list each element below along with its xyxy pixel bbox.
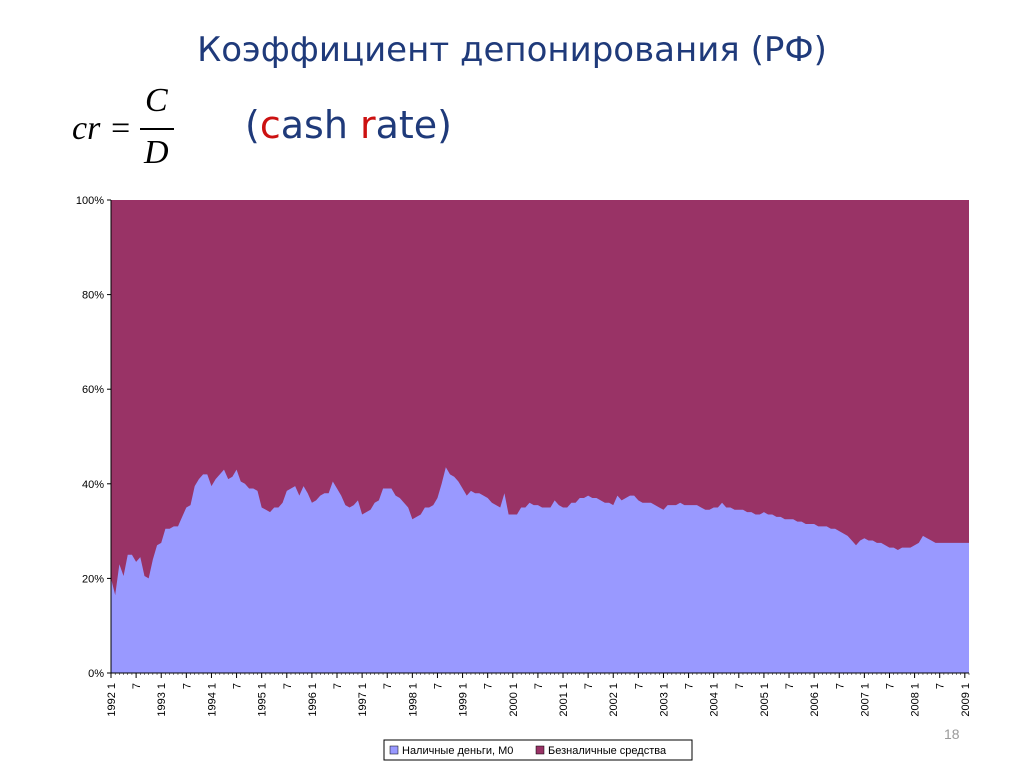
y-tick-label: 100% [76, 195, 104, 207]
cash-rate-subtitle: (cash rate) [245, 103, 452, 147]
formula-denominator: D [144, 134, 169, 171]
x-tick-label: 7 [282, 683, 294, 689]
x-tick-label: 2001 1 [558, 683, 570, 717]
legend-label-noncash: Безналичные средства [548, 745, 667, 757]
x-tick-label: 1993 1 [156, 683, 168, 717]
x-tick-label: 1994 1 [206, 683, 218, 717]
y-tick-label: 60% [82, 384, 104, 396]
subtitle-ate: ate) [375, 103, 452, 147]
x-tick-label: 7 [885, 683, 897, 689]
subtitle-ash: ash [280, 103, 360, 147]
x-tick-label: 2007 1 [859, 683, 871, 717]
x-tick-label: 7 [935, 683, 947, 689]
x-tick-label: 2002 1 [608, 683, 620, 717]
legend-swatch-noncash [535, 745, 545, 755]
x-tick-label: 1997 1 [357, 683, 369, 717]
x-tick-label: 2000 1 [508, 683, 520, 717]
x-tick-label: 7 [784, 683, 796, 689]
x-tick-label: 1995 1 [257, 683, 269, 717]
x-tick-label: 7 [834, 683, 846, 689]
x-tick-label: 7 [583, 683, 595, 689]
subtitle-open: ( [245, 103, 260, 147]
x-tick-label: 2006 1 [809, 683, 821, 717]
x-tick-label: 7 [633, 683, 645, 689]
formula-fraction-bar [140, 128, 174, 130]
x-tick-label: 7 [533, 683, 545, 689]
x-tick-label: 1992 1 [106, 683, 118, 717]
legend-label-m0: Наличные деньги, М0 [402, 745, 513, 757]
series-m0-area [111, 467, 969, 673]
y-tick-label: 40% [82, 479, 104, 491]
x-tick-label: 1996 1 [307, 683, 319, 717]
x-tick-label: 7 [734, 683, 746, 689]
x-tick-label: 7 [684, 683, 696, 689]
x-tick-label: 7 [232, 683, 244, 689]
formula-lhs: cr = [72, 110, 132, 147]
slide-number: 18 [944, 726, 960, 742]
subtitle-highlight-r: r [359, 103, 376, 147]
x-tick-label: 2005 1 [759, 683, 771, 717]
x-tick-label: 7 [181, 683, 193, 689]
subtitle-highlight-c: c [259, 103, 281, 147]
slide-title: Коэффициент депонирования (РФ) [197, 30, 827, 70]
cash-rate-formula: cr = C D [72, 82, 212, 182]
y-tick-label: 80% [82, 290, 104, 302]
x-tick-label: 7 [433, 683, 445, 689]
x-tick-label: 2003 1 [659, 683, 671, 717]
x-tick-label: 2009 1 [960, 683, 972, 717]
x-tick-label: 7 [382, 683, 394, 689]
x-tick-label: 2008 1 [910, 683, 922, 717]
y-tick-label: 0% [88, 668, 104, 680]
x-tick-label: 7 [483, 683, 495, 689]
x-tick-label: 7 [131, 683, 143, 689]
x-tick-label: 7 [332, 683, 344, 689]
x-tick-label: 2004 1 [709, 683, 721, 717]
legend-swatch-m0 [389, 745, 399, 755]
x-tick-label: 1999 1 [458, 683, 470, 717]
x-tick-label: 1998 1 [407, 683, 419, 717]
y-tick-label: 20% [82, 573, 104, 585]
formula-numerator: C [145, 82, 168, 119]
